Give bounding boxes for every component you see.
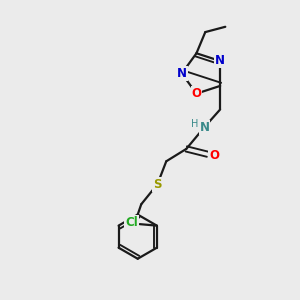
Text: S: S [153,178,162,191]
Text: H: H [191,119,199,129]
Text: N: N [177,67,187,80]
Text: O: O [209,149,219,162]
Text: Cl: Cl [125,216,138,229]
Text: O: O [191,87,201,100]
Text: N: N [200,121,209,134]
Text: N: N [215,55,225,68]
